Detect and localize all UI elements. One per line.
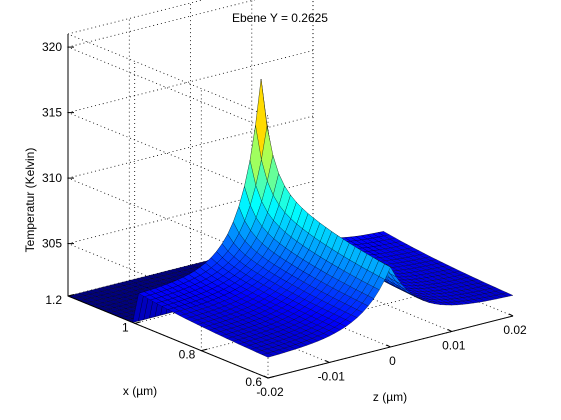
z-tick-mark [508, 313, 514, 317]
x-tick-label: 0.6 [245, 375, 262, 389]
surface-patch [261, 353, 275, 358]
z-tick-mark [447, 329, 452, 332]
x-tick-mark [201, 348, 208, 352]
temp-tick-label: 305 [42, 237, 62, 251]
surface-plot [67, 79, 514, 358]
x-tick-mark [267, 376, 275, 379]
z-tick-label: 0 [389, 354, 396, 368]
temp-tick-label: 320 [42, 40, 62, 54]
grid-line [67, 33, 269, 117]
temp-tick-label: 310 [42, 171, 62, 185]
z-axis-label: z (µm) [373, 390, 407, 404]
x-axis-label: x (µm) [123, 384, 157, 398]
z-tick-label: 0.02 [503, 323, 527, 337]
z-tick-mark [325, 360, 330, 363]
z-tick-label: -0.01 [318, 370, 346, 384]
axes: 0.6 0.8 1 1.2 -0.02 -0.01 0 0.01 0.02 305 310 315 32… [42, 34, 527, 399]
temperature-axis-label: Temperatur (Kelvin) [23, 148, 37, 253]
z-tick-label: -0.02 [256, 385, 284, 399]
chart-title: Ebene Y = 0.2625 [232, 11, 328, 25]
temp-tick-label: 315 [42, 106, 62, 120]
x-tick-label: 1 [122, 320, 129, 334]
z-tick-mark [263, 375, 269, 379]
x-tick-label: 1.2 [45, 293, 62, 307]
z-tick-mark [386, 344, 391, 348]
x-tick-label: 0.8 [179, 348, 196, 362]
axis-line [67, 295, 269, 379]
z-tick-label: 0.01 [442, 339, 466, 353]
x-tick-mark [67, 294, 75, 297]
x-tick-mark [134, 321, 141, 324]
